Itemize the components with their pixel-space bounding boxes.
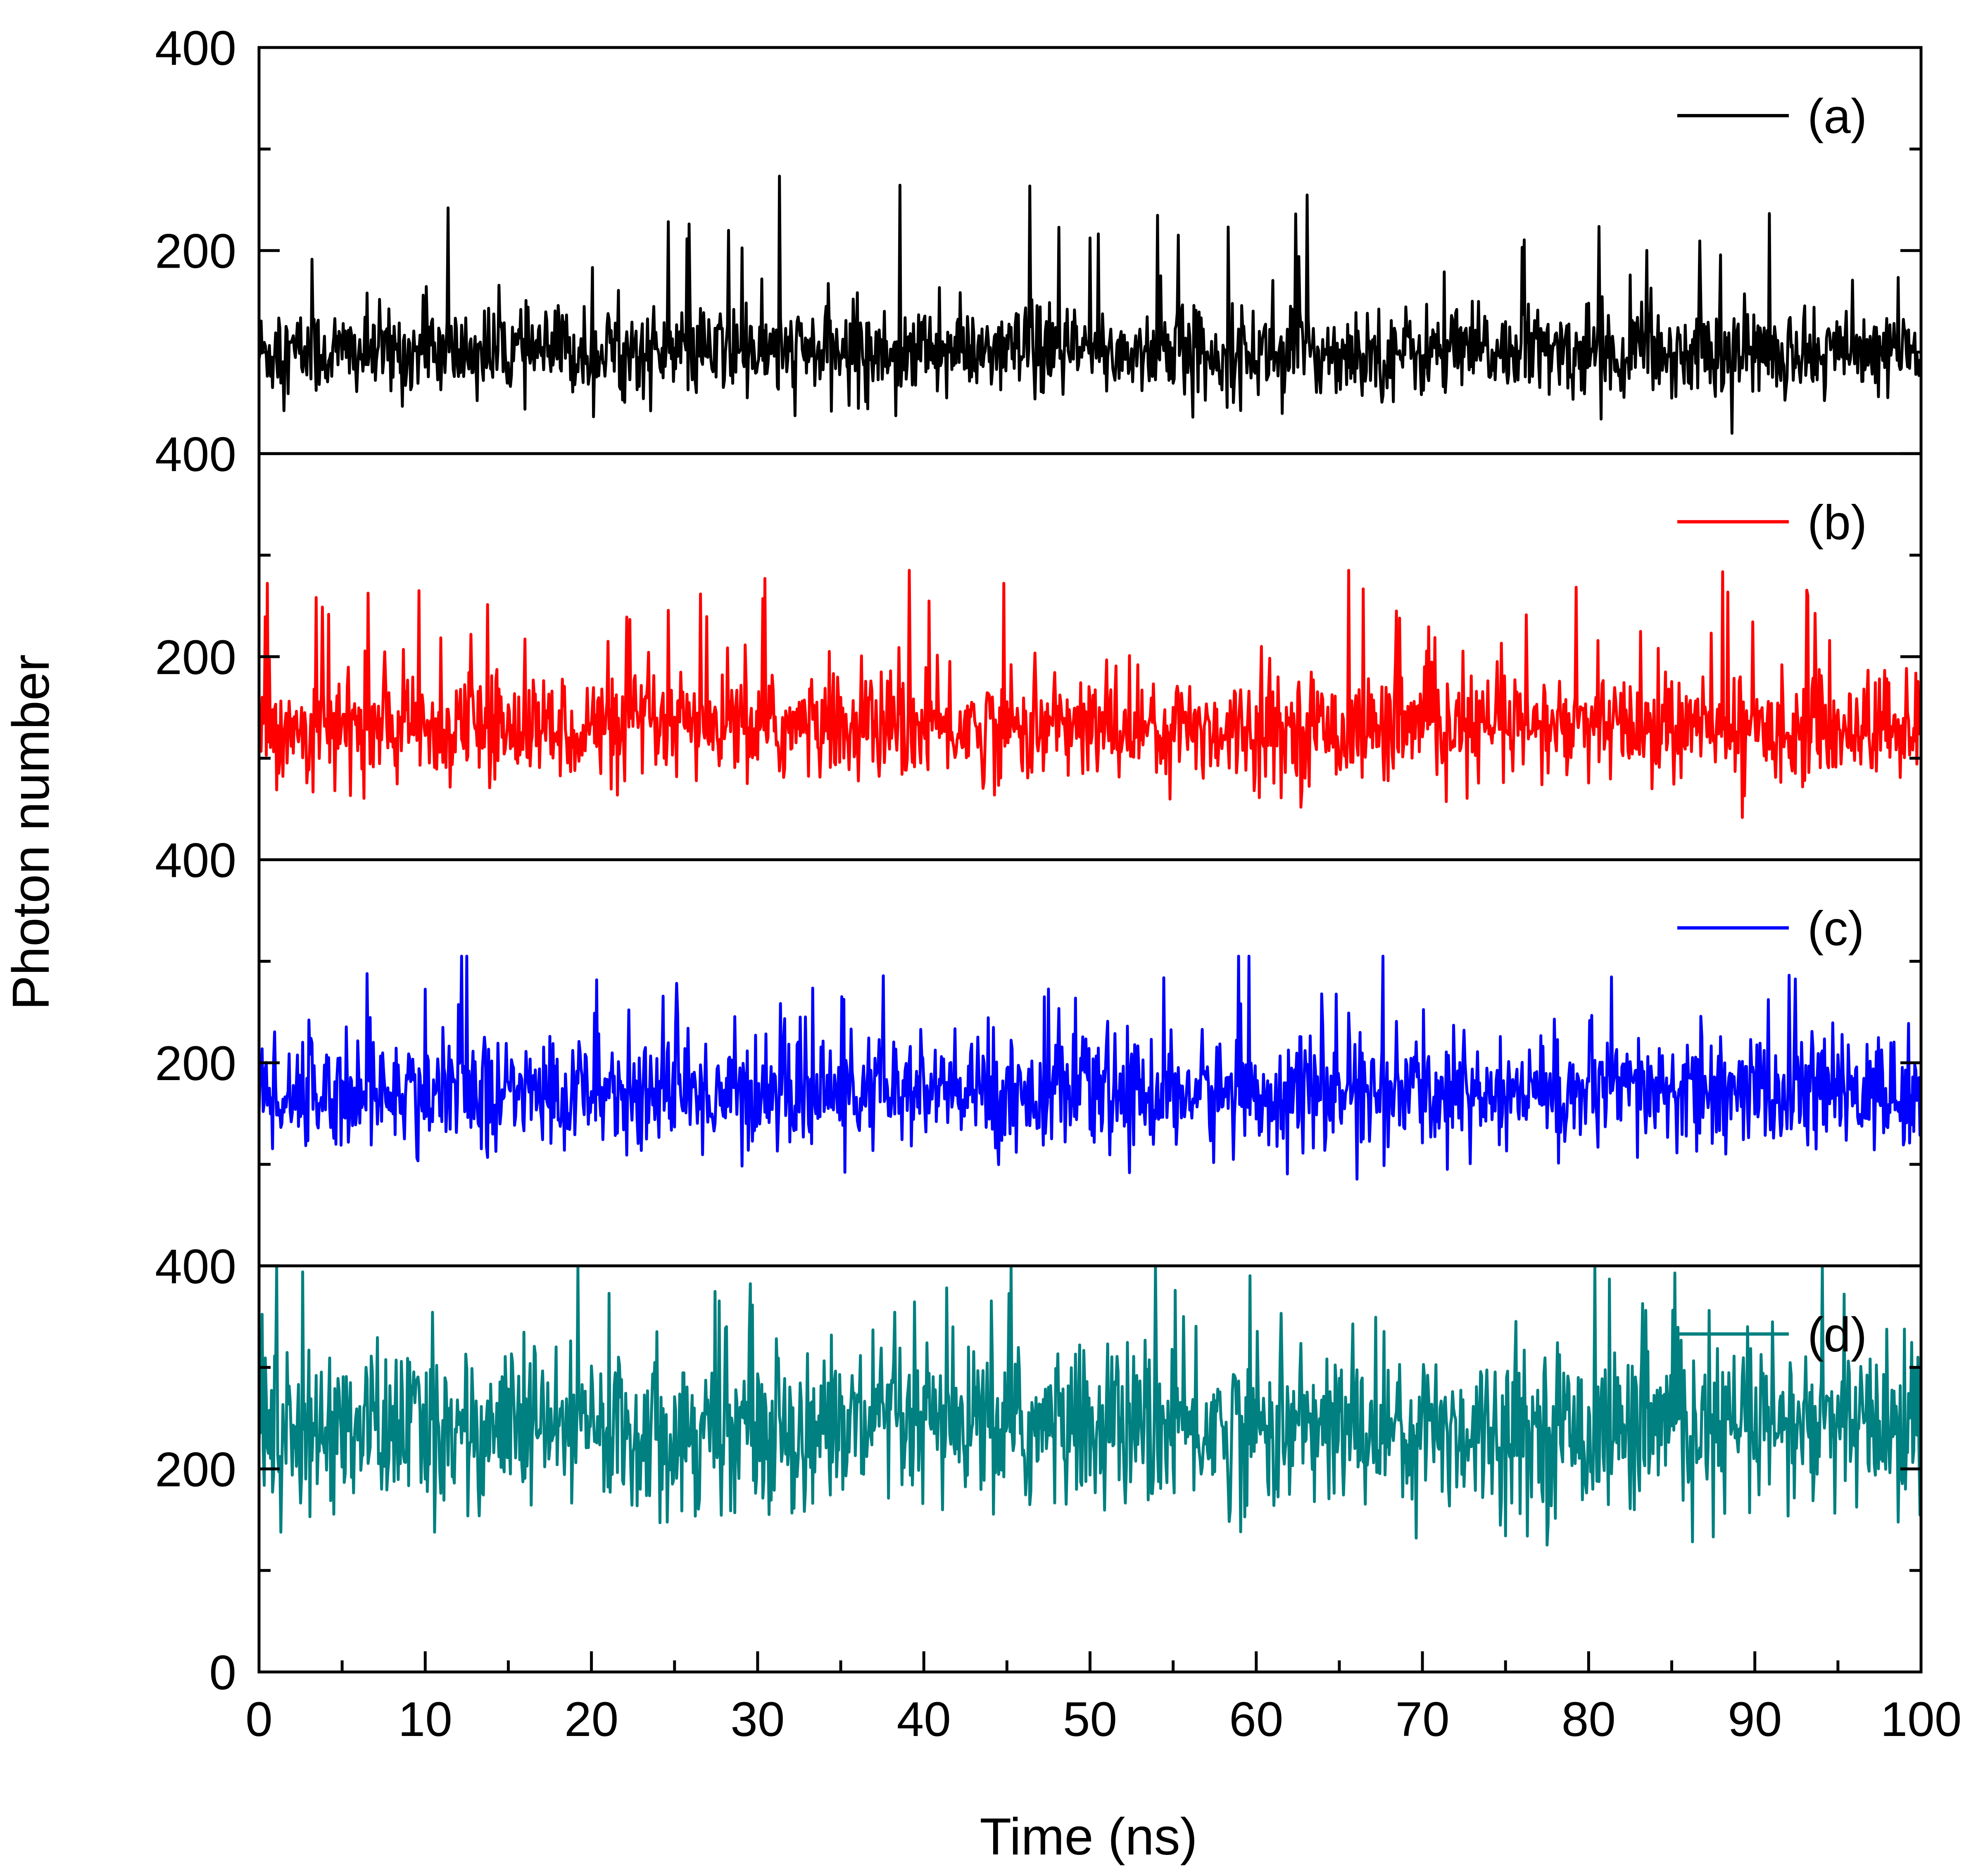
- series-line-3: [259, 955, 1921, 1181]
- x-tick-label: 100: [1881, 1692, 1962, 1747]
- legend: (a) (b) (c) (d): [1677, 89, 1867, 1362]
- x-tick-label: 80: [1562, 1692, 1616, 1747]
- x-tick-label: 10: [398, 1692, 452, 1747]
- x-tick-label: 0: [245, 1692, 273, 1747]
- x-axis-label: Time (ns): [980, 1807, 1197, 1866]
- panels: [259, 174, 1921, 1547]
- y-tick-label: 400: [155, 21, 236, 76]
- series-line-1: [259, 174, 1921, 435]
- x-axis: 0 10 20 30 40 50 60 70 80 90 100: [245, 1651, 1962, 1747]
- y-tick-label: 400: [155, 1240, 236, 1294]
- x-tick-label: 90: [1728, 1692, 1782, 1747]
- y-tick-label: 200: [155, 1442, 236, 1497]
- x-tick-label: 60: [1229, 1692, 1283, 1747]
- y-tick-label: 400: [155, 834, 236, 888]
- series-line-2: [259, 569, 1921, 819]
- y-axis-label: Photon number: [2, 654, 60, 1010]
- series-line-4: [259, 1266, 1921, 1547]
- y-tick-label: 400: [155, 427, 236, 482]
- x-tick-label: 30: [730, 1692, 785, 1747]
- legend-label-1: (a): [1807, 89, 1867, 144]
- legend-label-3: (c): [1807, 902, 1864, 956]
- x-tick-label: 50: [1063, 1692, 1117, 1747]
- legend-label-4: (d): [1807, 1308, 1867, 1362]
- y-tick-label: 200: [155, 1036, 236, 1091]
- y-tick-label: 200: [155, 630, 236, 685]
- y-tick-label: 0: [209, 1646, 236, 1700]
- x-tick-label: 40: [897, 1692, 951, 1747]
- x-tick-label: 20: [564, 1692, 618, 1747]
- x-tick-label: 70: [1395, 1692, 1449, 1747]
- y-tick-label: 200: [155, 224, 236, 279]
- y-axis: 200 400 200 400 200 400 0 200 400: [155, 21, 1921, 1700]
- legend-label-2: (b): [1807, 495, 1867, 550]
